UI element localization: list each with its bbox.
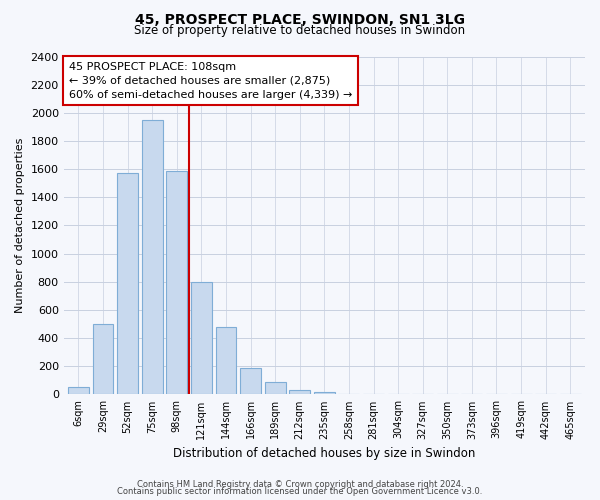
Text: Contains public sector information licensed under the Open Government Licence v3: Contains public sector information licen… [118, 487, 482, 496]
Bar [92, 324, 113, 394]
Text: 45, PROSPECT PLACE, SWINDON, SN1 3LG: 45, PROSPECT PLACE, SWINDON, SN1 3LG [135, 12, 465, 26]
Bar [191, 282, 212, 395]
Bar [265, 382, 286, 394]
Bar [240, 368, 261, 394]
Bar [166, 170, 187, 394]
Text: Size of property relative to detached houses in Swindon: Size of property relative to detached ho… [134, 24, 466, 37]
Bar [117, 172, 138, 394]
Bar [68, 388, 89, 394]
Y-axis label: Number of detached properties: Number of detached properties [15, 138, 25, 313]
Bar [314, 392, 335, 394]
Text: 45 PROSPECT PLACE: 108sqm
← 39% of detached houses are smaller (2,875)
60% of se: 45 PROSPECT PLACE: 108sqm ← 39% of detac… [69, 62, 352, 100]
Bar [289, 390, 310, 394]
X-axis label: Distribution of detached houses by size in Swindon: Distribution of detached houses by size … [173, 447, 476, 460]
Text: Contains HM Land Registry data © Crown copyright and database right 2024.: Contains HM Land Registry data © Crown c… [137, 480, 463, 489]
Bar [215, 327, 236, 394]
Bar [142, 120, 163, 394]
